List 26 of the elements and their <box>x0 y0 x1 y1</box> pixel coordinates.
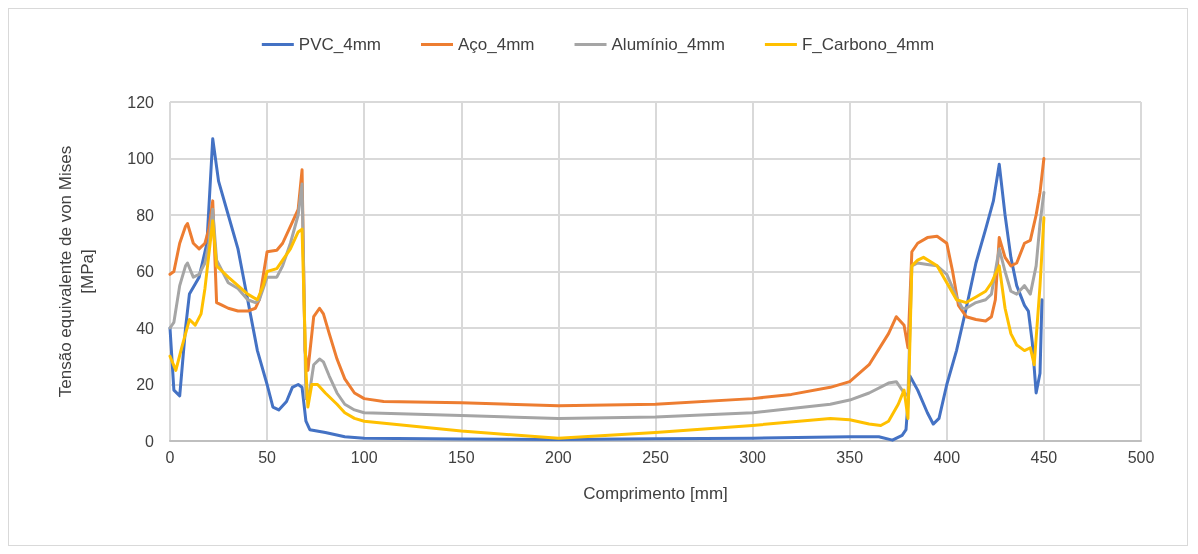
y-tick-label: 60 <box>136 263 155 280</box>
y-tick-label: 40 <box>136 319 155 337</box>
line-series <box>168 216 1046 440</box>
legend-label: F_Carbono_4mm <box>801 35 935 54</box>
x-tick-label: 250 <box>642 448 669 466</box>
y-tick-label: 120 <box>127 93 155 111</box>
line-series <box>168 137 1044 442</box>
x-axis-title: Comprimento [mm] <box>583 484 728 503</box>
x-tick-label: 350 <box>836 448 864 466</box>
y-axis-title: Tensão equivalente de von Mises [MPa] <box>55 145 97 398</box>
y-tick-label: 80 <box>136 206 155 224</box>
x-tick-label: 200 <box>545 448 572 466</box>
x-tick-label: 500 <box>1127 448 1155 466</box>
x-tick-label: 100 <box>350 448 378 466</box>
y-tick-label: 0 <box>145 432 155 450</box>
x-tick-label: 300 <box>739 448 767 466</box>
legend-label: PVC_4mm <box>298 35 382 54</box>
x-tick-label: 450 <box>1030 448 1058 466</box>
legend-label: Alumínio_4mm <box>611 35 725 54</box>
y-tick-label: 100 <box>127 150 155 167</box>
x-tick-label: 400 <box>933 448 961 466</box>
x-tick-label: 150 <box>447 448 475 466</box>
y-tick-label: 20 <box>136 376 155 393</box>
x-tick-label: 50 <box>258 448 277 466</box>
x-tick-label: 0 <box>165 448 175 466</box>
legend-label: Aço_4mm <box>458 35 535 54</box>
